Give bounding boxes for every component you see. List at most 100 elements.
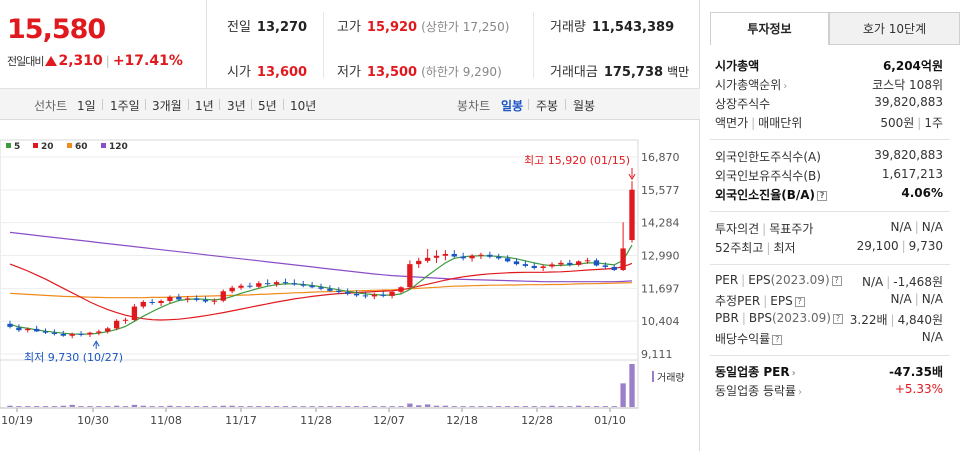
- high-label: 고가: [337, 20, 361, 35]
- y-tick-label: 10,404: [641, 315, 680, 328]
- x-tick-label: 11/08: [150, 414, 182, 427]
- dividend-label: 배당수익률: [715, 332, 771, 346]
- divider: [323, 12, 324, 78]
- foreign-limit-row: 외국인한도주식수(A) 39,820,883: [715, 148, 943, 166]
- candle-body: [122, 319, 129, 321]
- candle-body: [238, 285, 244, 288]
- volume-bar: [87, 406, 93, 407]
- pbr-period: (2023.09): [771, 311, 831, 325]
- candle-body: [211, 300, 218, 302]
- change-label: 전일대비: [7, 55, 44, 68]
- stock-chart-svg: 16,870 15,577 14,284 12,990 11,697 10,404 9,11…: [0, 139, 685, 427]
- divider: [710, 139, 950, 140]
- period-10y[interactable]: 10년: [290, 99, 317, 113]
- period-1y[interactable]: 1년: [195, 99, 214, 113]
- high-arrowhead: [628, 173, 636, 181]
- candle-body: [451, 253, 457, 257]
- sector-per-label: 동일업종 PER: [715, 365, 790, 379]
- rank-label-wrap[interactable]: 시가총액순위 ›: [715, 76, 787, 93]
- est-eps-label: EPS: [770, 294, 793, 308]
- volume-bar: [433, 405, 440, 407]
- help-icon[interactable]: ?: [772, 335, 783, 345]
- foreign-limit-value: 39,820,883: [874, 148, 943, 162]
- foreign-hold-value: 1,617,213: [881, 167, 943, 181]
- volume-bar: [504, 406, 511, 407]
- pbr-row: PBR | BPS(2023.09)? 3.22배 | 4,840원: [715, 311, 943, 329]
- volume-bar: [442, 405, 449, 407]
- tab-investment-info[interactable]: 투자정보: [710, 12, 829, 45]
- divider: [251, 99, 252, 110]
- up-triangle-icon: [45, 56, 58, 66]
- line-chart-label: 선차트: [34, 99, 68, 113]
- period-3y[interactable]: 3년: [227, 99, 246, 113]
- help-icon[interactable]: ?: [831, 276, 842, 286]
- volume-bar: [611, 406, 617, 407]
- change-value: 2,310: [58, 53, 103, 69]
- volume-bar: [380, 406, 386, 407]
- low-arrowhead: [92, 340, 100, 347]
- help-icon[interactable]: ?: [794, 297, 805, 307]
- trade-amount: 거래대금 175,738 백만: [550, 61, 689, 80]
- volume-legend-label: 거래량: [657, 372, 685, 384]
- period-3m[interactable]: 3개월: [152, 99, 182, 113]
- period-5y[interactable]: 5년: [258, 99, 277, 113]
- volume-bar: [60, 405, 66, 407]
- volume-value: 11,543,389: [591, 20, 675, 35]
- candle-body: [7, 323, 13, 327]
- pbr-value: 3.22배: [849, 313, 888, 327]
- per-value: N/A: [861, 275, 884, 289]
- x-tick-label: 12/18: [446, 414, 478, 427]
- volume-bar: [202, 406, 209, 407]
- par-row: 액면가 | 매매단위 500원 | 1주: [715, 114, 943, 132]
- candle-weekly[interactable]: 주봉: [536, 99, 559, 113]
- volume-bar: [273, 406, 280, 407]
- divider: |: [105, 54, 110, 68]
- foreign-ratio-label: 외국인소진율(B/A): [715, 188, 816, 202]
- volume-bar: [460, 406, 466, 407]
- stock-chart[interactable]: 16,870 15,577 14,284 12,990 11,697 10,404 9,11…: [0, 120, 700, 451]
- volume-bar: [407, 403, 413, 407]
- volume-bar: [51, 406, 58, 407]
- candle-body: [149, 301, 155, 303]
- candle-body: [371, 294, 377, 297]
- volume-bar: [113, 405, 120, 407]
- dividend-value: N/A: [921, 330, 943, 344]
- x-tick-label: 10/30: [77, 414, 109, 427]
- candle-body: [344, 292, 351, 294]
- candle-monthly[interactable]: 월봉: [573, 99, 596, 113]
- prev-close-value: 13,270: [256, 20, 308, 35]
- sector-per-label-wrap[interactable]: 동일업종 PER ›: [715, 363, 796, 380]
- volume-bar: [567, 406, 573, 407]
- volume: 거래량 11,543,389: [550, 16, 674, 35]
- chevron-right-icon: ›: [791, 368, 796, 379]
- legend-label: 20: [41, 142, 54, 152]
- volume-bar: [336, 406, 342, 407]
- rank-value: 코스닥 108위: [872, 78, 943, 92]
- current-price: 15,580: [7, 14, 106, 45]
- x-tick-label: 11/17: [225, 414, 257, 427]
- opinion-labels: 투자의견 | 목표주가: [715, 220, 813, 237]
- candle-body: [158, 300, 164, 303]
- volume-bar: [371, 406, 377, 407]
- candle-daily[interactable]: 일봉: [501, 99, 524, 113]
- candle-body: [140, 301, 146, 307]
- open-price: 시가 13,600: [227, 61, 307, 80]
- period-1d[interactable]: 1일: [77, 99, 96, 113]
- tab-order-book[interactable]: 호가 10단계: [829, 12, 960, 45]
- par-label: 액면가: [715, 116, 749, 130]
- volume-bar: [478, 406, 484, 407]
- candle-body: [51, 332, 58, 334]
- volume-bar: [398, 406, 404, 407]
- candle-body: [576, 261, 582, 265]
- period-1w[interactable]: 1주일: [110, 99, 140, 113]
- open-label: 시가: [227, 65, 251, 80]
- amount-label: 거래대금: [550, 65, 598, 80]
- candle-body: [487, 254, 493, 257]
- ma120-line: [9, 231, 633, 283]
- sector-per-row: 동일업종 PER › -47.35배: [715, 363, 943, 381]
- sector-rate-label-wrap[interactable]: 동일업종 등락률 ›: [715, 382, 802, 399]
- help-icon[interactable]: ?: [817, 191, 828, 201]
- help-icon[interactable]: ?: [832, 314, 843, 324]
- candle-body: [105, 328, 111, 332]
- low-price: 저가 13,500 (하한가 9,290): [337, 61, 502, 80]
